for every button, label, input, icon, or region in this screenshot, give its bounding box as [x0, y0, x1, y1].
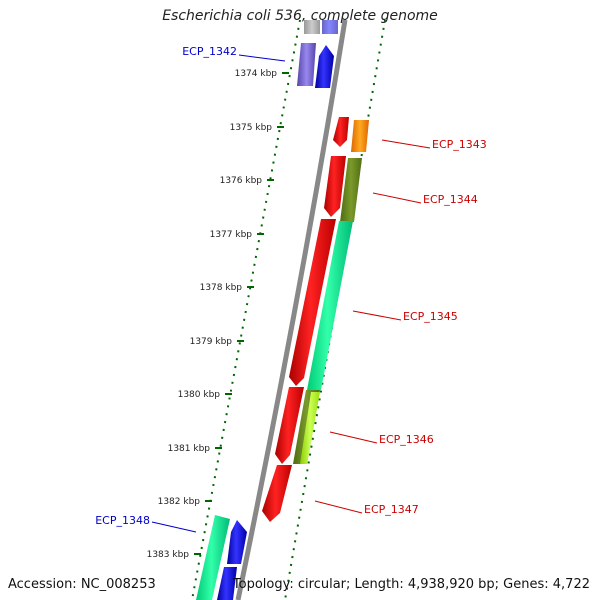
tick-label: 1380 kbp: [178, 390, 221, 400]
tick-label: 1379 kbp: [190, 337, 233, 347]
gene-label[interactable]: ECP_1344: [423, 193, 478, 206]
tick-label: 1376 kbp: [220, 176, 263, 186]
gene-leader-line: [329, 431, 378, 444]
gene-label[interactable]: ECP_1342: [182, 45, 237, 58]
gene-red-1346: [275, 387, 304, 464]
tick-label: 1378 kbp: [200, 283, 243, 293]
gene-label[interactable]: ECP_1348: [95, 514, 150, 527]
inner-ruler-ring: [191, 19, 301, 600]
gene-red-1347: [262, 465, 292, 522]
gene-leader-line: [238, 54, 286, 62]
gene-green-1348: [196, 515, 230, 600]
gene-green-1345: [307, 221, 353, 390]
genome-summary-text: Topology: circular; Length: 4,938,920 bp…: [232, 577, 590, 592]
gene-labels: ECP_1342 ECP_1343 ECP_1344 ECP_1345 ECP_1346…: [95, 45, 487, 533]
gene-lime-1346: [300, 392, 320, 464]
gene-leader-line: [352, 310, 402, 321]
gene-leader-line: [381, 139, 431, 149]
gene-leader-line: [372, 192, 422, 204]
tick-label: 1375 kbp: [230, 123, 273, 133]
ruler-ticks: 1374 kbp 1375 kbp 1376 kbp 1377 kbp 1378 kbp…: [147, 69, 289, 560]
gene-leader-line: [151, 521, 197, 533]
tick-label: 1381 kbp: [168, 444, 211, 454]
gene-blue-1348b: [217, 567, 237, 600]
gene-blue-1342: [315, 45, 334, 88]
gene-red-1345: [289, 219, 336, 386]
gene-label[interactable]: ECP_1345: [403, 310, 458, 323]
gene-label[interactable]: ECP_1346: [379, 433, 434, 446]
accession-text: Accession: NC_008253: [8, 577, 156, 592]
tick-label: 1377 kbp: [210, 230, 253, 240]
map-title: Escherichia coli 536, complete genome: [162, 8, 438, 24]
tick-label: 1383 kbp: [147, 550, 190, 560]
gene-label[interactable]: ECP_1343: [432, 138, 487, 151]
genome-backbone: [235, 19, 348, 600]
gene-orange-1343: [351, 120, 369, 152]
gene-fragment-top-blue: [322, 20, 338, 34]
tick-label: 1382 kbp: [158, 497, 201, 507]
gene-red-1343: [333, 117, 349, 147]
gene-label[interactable]: ECP_1347: [364, 503, 419, 516]
gene-olive-1344: [340, 158, 362, 222]
tick-label: 1374 kbp: [235, 69, 278, 79]
gene-fragment-top-grey: [304, 20, 320, 34]
gene-red-1344: [324, 156, 346, 217]
gene-blue-1348a: [227, 520, 247, 564]
gene-slate-1342: [297, 43, 316, 86]
gene-leader-line: [314, 500, 363, 514]
